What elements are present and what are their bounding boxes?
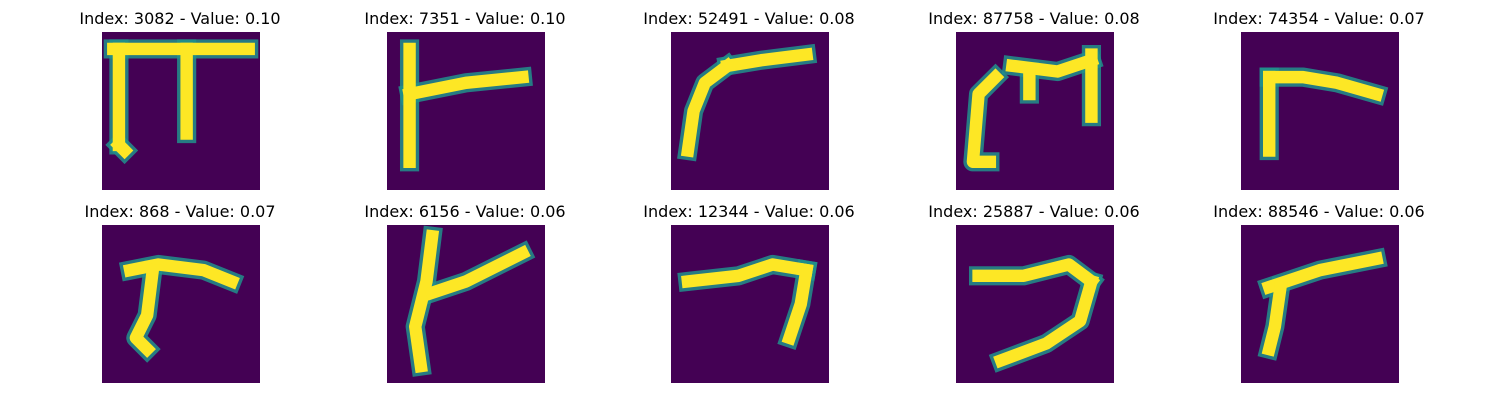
panel-title: Index: 3082 - Value: 0.10	[79, 9, 281, 28]
digit-image	[956, 225, 1114, 383]
panel-title: Index: 88546 - Value: 0.06	[1213, 202, 1425, 221]
digit-image	[956, 32, 1114, 190]
stroke-core	[1261, 280, 1288, 357]
stroke-core	[1263, 70, 1385, 102]
stroke-core	[966, 68, 1005, 168]
panel-title: Index: 87758 - Value: 0.08	[928, 9, 1140, 28]
digit-image	[102, 32, 260, 190]
stroke-core	[720, 47, 814, 74]
stroke-core	[680, 57, 737, 158]
stroke-core	[681, 258, 814, 289]
image-background	[102, 225, 260, 383]
panel-title: Index: 7351 - Value: 0.10	[364, 9, 566, 28]
digit-image	[1241, 225, 1399, 383]
panel-title: Index: 52491 - Value: 0.08	[643, 9, 855, 28]
stroke-core	[409, 229, 440, 374]
panel-title: Index: 74354 - Value: 0.07	[1213, 9, 1425, 28]
digit-image	[387, 32, 545, 190]
image-background	[1241, 225, 1399, 383]
stroke-core	[402, 70, 530, 102]
panel-title: Index: 868 - Value: 0.07	[84, 202, 276, 221]
digit-image	[671, 225, 829, 383]
stroke-core	[1261, 251, 1384, 295]
panel-title: Index: 12344 - Value: 0.06	[643, 202, 855, 221]
digit-image	[671, 32, 829, 190]
stroke-core	[972, 258, 1101, 291]
panel-title: Index: 25887 - Value: 0.06	[928, 202, 1140, 221]
digit-image	[387, 225, 545, 383]
stroke-core	[424, 244, 531, 301]
stroke-core	[993, 273, 1100, 369]
digit-image	[102, 225, 260, 383]
panel-title: Index: 6156 - Value: 0.06	[364, 202, 566, 221]
stroke-core	[781, 262, 814, 346]
stroke-core	[122, 258, 240, 290]
stroke-core	[110, 136, 134, 160]
digit-image	[1241, 32, 1399, 190]
stroke-core	[129, 263, 160, 358]
